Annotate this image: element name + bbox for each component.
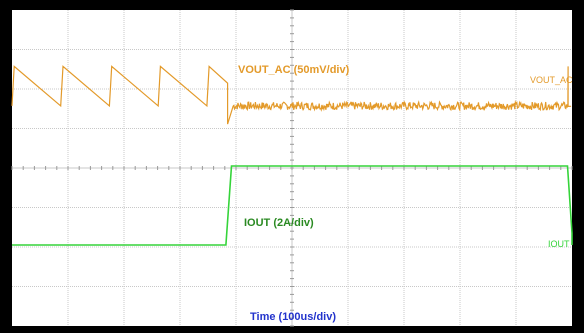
vout-edge-label: VOUT_AC (530, 75, 573, 85)
iout-trace (12, 165, 573, 246)
grid (11, 9, 573, 327)
x-axis-label: Time (100us/div) (250, 311, 336, 323)
iout-edge-label: IOUT (548, 239, 570, 249)
iout-annotation: IOUT (2A/div) (244, 217, 314, 229)
vout-annotation: VOUT_AC (50mV/div) (238, 64, 350, 76)
traces (11, 65, 573, 246)
vout-trace (11, 65, 572, 125)
